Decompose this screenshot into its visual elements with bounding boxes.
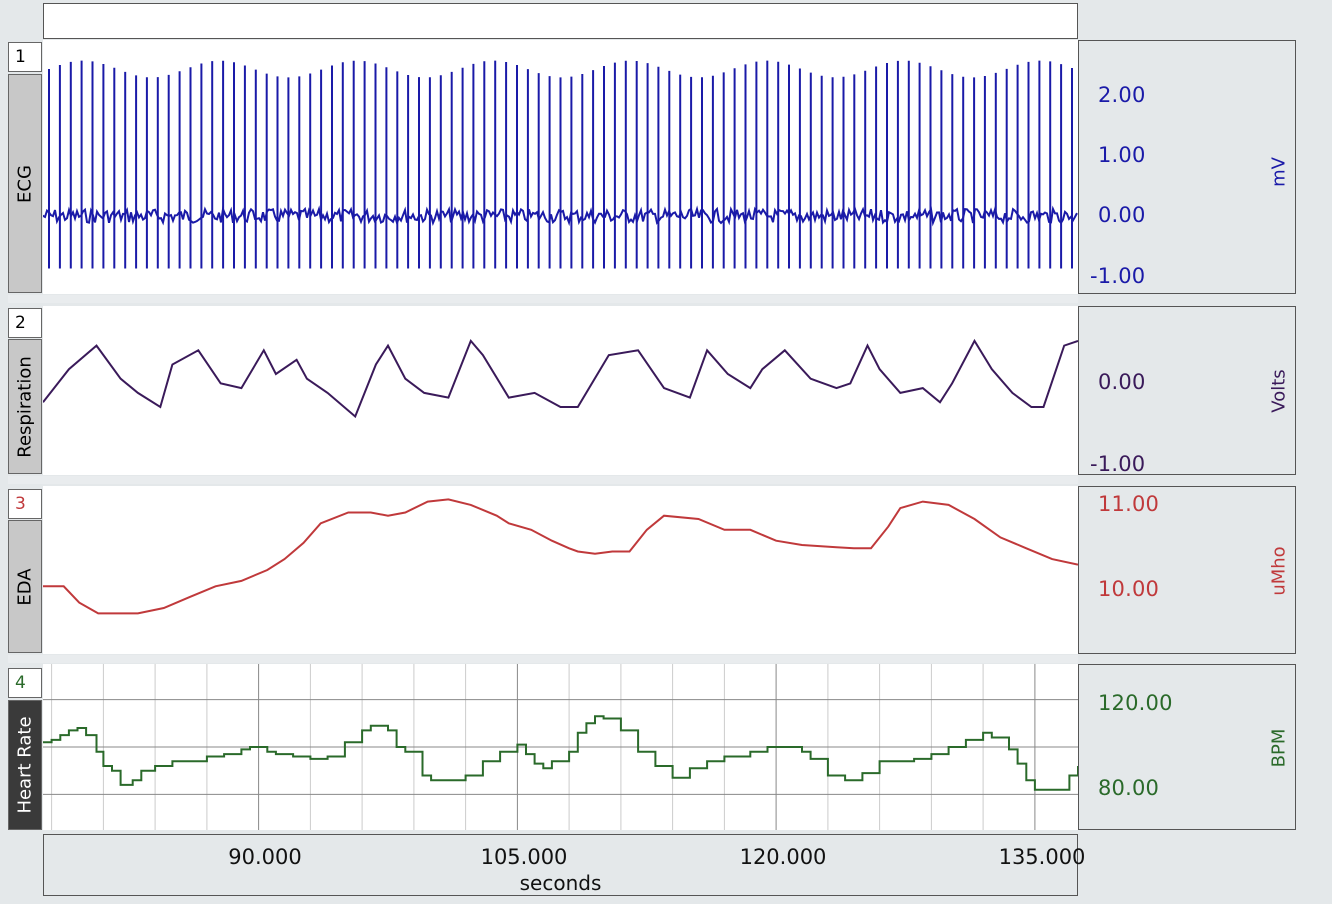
x-tick-105: 105.000 (480, 845, 568, 869)
respiration-scale[interactable]: 0.00 -1.00 Volts (1078, 306, 1296, 476)
channel-1-label-tab[interactable]: ECG (8, 74, 42, 293)
eda-tick-10: 10.00 (1098, 577, 1160, 601)
channel-2-number[interactable]: 2 (8, 308, 42, 338)
separator[interactable] (8, 476, 1078, 484)
ecg-tick-1: 1.00 (1098, 143, 1146, 167)
heart-rate-plot-area[interactable] (43, 664, 1078, 830)
respiration-waveform-svg (43, 338, 1078, 419)
channel-1-number[interactable]: 1 (8, 42, 42, 72)
ecg-tick-0: 0.00 (1098, 203, 1146, 227)
channel-4-label: Heart Rate (14, 716, 36, 814)
channel-1-label: ECG (14, 164, 36, 203)
heart-rate-scale[interactable]: 120.00 80.00 BPM (1078, 664, 1296, 830)
ecg-plot-area[interactable] (43, 40, 1078, 294)
channel-3-label-tab[interactable]: EDA (8, 520, 42, 653)
heart-rate-waveform-svg (43, 664, 1078, 830)
x-tick-90: 90.000 (228, 845, 302, 869)
x-tick-135: 135.000 (998, 845, 1086, 869)
eda-waveform-svg (43, 498, 1078, 615)
ecg-scale[interactable]: 2.00 1.00 0.00 -1.00 mV (1078, 40, 1296, 294)
heart-rate-series-line (43, 715, 1078, 791)
ecg-tick-2: 2.00 (1098, 83, 1146, 107)
eda-tick-11: 11.00 (1098, 492, 1160, 516)
ecg-waveform-svg (43, 60, 1078, 269)
eda-scale[interactable]: 11.00 10.00 uMho (1078, 486, 1296, 654)
resp-tick-0: 0.00 (1098, 370, 1146, 394)
hr-tick-80: 80.00 (1098, 776, 1160, 800)
ecg-baseline-trace (43, 205, 1078, 227)
hr-tick-120: 120.00 (1098, 691, 1173, 715)
top-bar (43, 3, 1078, 39)
ecg-unit: mV (1268, 157, 1290, 187)
channel-2-label: Respiration (14, 355, 36, 458)
ecg-tick-neg1: -1.00 (1090, 264, 1146, 288)
x-axis[interactable]: 90.000 105.000 120.000 135.000 seconds (43, 834, 1085, 896)
x-axis-label: seconds (519, 871, 602, 895)
channel-3-number[interactable]: 3 (8, 489, 42, 519)
respiration-plot-area[interactable] (43, 306, 1078, 475)
eda-unit: uMho (1268, 546, 1290, 596)
eda-series-line (43, 498, 1078, 615)
separator[interactable] (8, 295, 1078, 303)
resp-tick-neg1: -1.00 (1090, 452, 1146, 476)
separator[interactable] (8, 655, 1078, 663)
channel-3-label: EDA (14, 567, 36, 606)
resp-unit: Volts (1268, 369, 1290, 413)
channel-4-number[interactable]: 4 (8, 668, 42, 698)
channel-2-label-tab[interactable]: Respiration (8, 339, 42, 474)
eda-plot-area[interactable] (43, 486, 1078, 654)
hr-unit: BPM (1268, 728, 1290, 768)
x-tick-120: 120.000 (739, 845, 827, 869)
respiration-series-line (43, 338, 1078, 419)
channel-4-label-tab[interactable]: Heart Rate (8, 700, 42, 830)
